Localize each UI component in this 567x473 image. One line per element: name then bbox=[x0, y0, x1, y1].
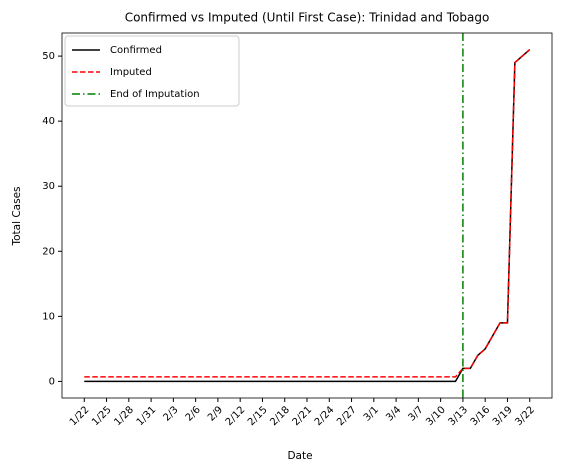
y-axis-label: Total Cases bbox=[11, 186, 23, 246]
x-tick-label: 3/1 bbox=[362, 404, 381, 423]
x-tick-label: 2/3 bbox=[161, 404, 180, 423]
y-tick-label: 10 bbox=[42, 311, 55, 322]
plot-frame bbox=[61, 32, 553, 399]
x-tick-label: 2/12 bbox=[224, 404, 248, 428]
y-tick-label: 50 bbox=[42, 51, 55, 62]
x-tick-label: 1/31 bbox=[135, 404, 159, 428]
legend-box bbox=[64, 35, 240, 107]
y-tick-label: 20 bbox=[42, 246, 55, 257]
x-tick-label: 2/24 bbox=[313, 404, 337, 428]
series-line bbox=[84, 49, 531, 383]
x-tick-label: 2/9 bbox=[206, 404, 225, 423]
x-tick-label: 3/19 bbox=[491, 404, 515, 428]
x-tick-label: 1/22 bbox=[68, 404, 92, 428]
y-tick-label: 40 bbox=[42, 116, 55, 127]
legend-label: Imputed bbox=[110, 67, 152, 78]
legend: Confirmed Imputed End of Imputation bbox=[64, 35, 240, 107]
x-tick-label: 3/13 bbox=[446, 404, 470, 428]
x-tick-label: 1/25 bbox=[90, 404, 114, 428]
x-tick-label: 3/4 bbox=[384, 404, 403, 423]
legend-label: End of Imputation bbox=[110, 89, 200, 100]
x-tick-label: 1/28 bbox=[112, 404, 136, 428]
x-tick-label: 2/15 bbox=[246, 404, 270, 428]
x-tick-label: 2/18 bbox=[268, 404, 292, 428]
chart-title: Confirmed vs Imputed (Until First Case):… bbox=[125, 11, 490, 25]
y-tick-label: 30 bbox=[42, 181, 55, 192]
x-tick-label: 3/7 bbox=[406, 404, 425, 423]
x-tick-label: 2/21 bbox=[291, 404, 315, 428]
x-tick-label: 3/22 bbox=[513, 404, 537, 428]
y-tick-label: 0 bbox=[49, 376, 55, 387]
series-line bbox=[84, 49, 531, 378]
legend-label: Confirmed bbox=[110, 45, 162, 56]
x-tick-label: 3/16 bbox=[469, 404, 493, 428]
x-axis-label: Date bbox=[287, 450, 312, 462]
x-tick-label: 3/10 bbox=[424, 404, 448, 428]
x-tick-label: 2/27 bbox=[335, 404, 359, 428]
x-tick-label: 2/6 bbox=[184, 404, 203, 423]
